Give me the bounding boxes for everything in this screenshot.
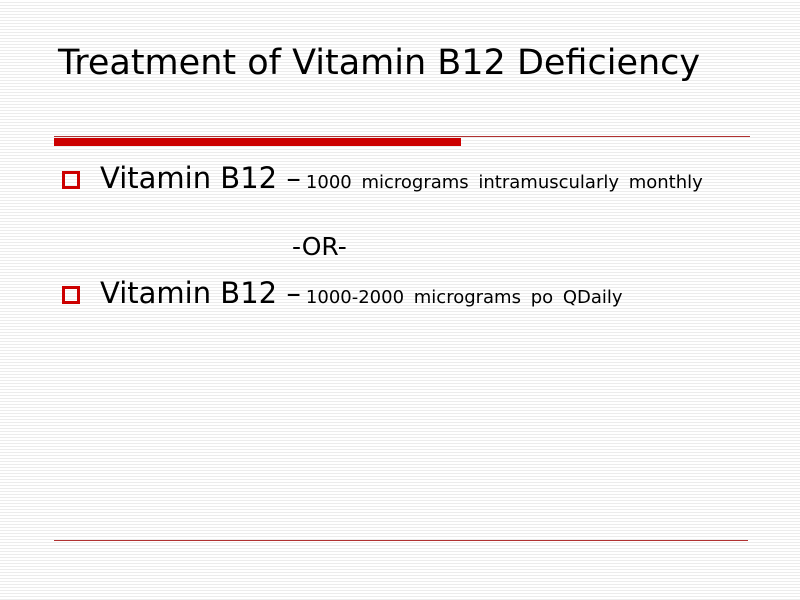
slide-title: Treatment of Vitamin B12 Deficiency	[58, 43, 701, 83]
hollow-square-bullet-icon	[62, 171, 80, 189]
or-separator: -OR-	[292, 232, 347, 261]
bullet-detail: 1000-2000 micrograms po QDaily	[305, 287, 623, 308]
title-rule-thin	[54, 136, 750, 137]
bullet-item-intramuscular: Vitamin B12 – 1000 micrograms intramuscu…	[62, 164, 732, 197]
title-rule-accent	[54, 138, 461, 146]
bullet-lead: Vitamin B12 –	[100, 161, 301, 195]
bullet-lead: Vitamin B12 –	[100, 276, 301, 310]
footer-rule	[54, 540, 748, 541]
bullet-item-oral: Vitamin B12 – 1000-2000 micrograms po QD…	[62, 279, 732, 312]
bullet-text: Vitamin B12 – 1000 micrograms intramuscu…	[100, 164, 732, 197]
bullet-detail: 1000 micrograms intramuscularly monthly	[305, 172, 703, 193]
bullet-text: Vitamin B12 – 1000-2000 micrograms po QD…	[100, 279, 732, 312]
hollow-square-bullet-icon	[62, 286, 80, 304]
